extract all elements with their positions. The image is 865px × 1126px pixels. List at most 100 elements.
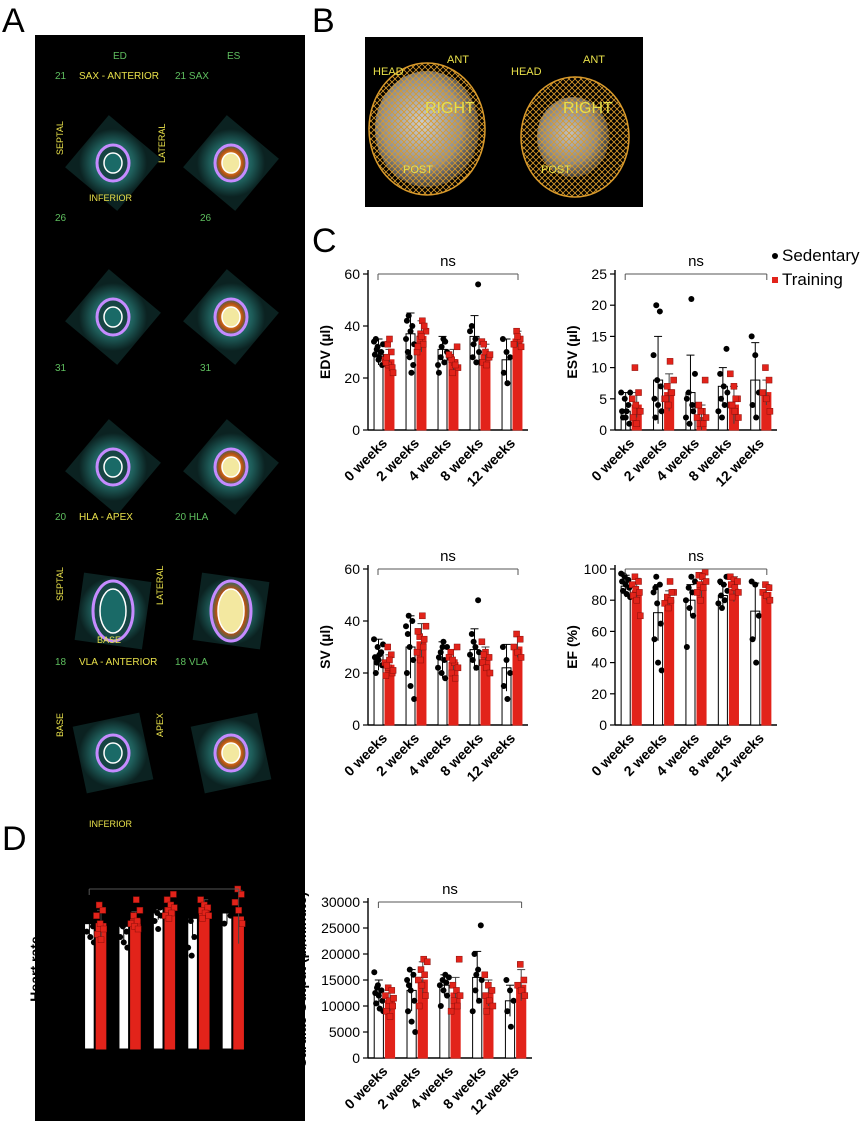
row4-rside: LATERAL <box>155 566 165 605</box>
point-sedentary <box>470 638 477 645</box>
point-sedentary <box>409 618 416 624</box>
point-training <box>238 920 246 927</box>
point-sedentary <box>444 992 451 999</box>
point-training <box>664 604 672 612</box>
point-training <box>205 912 212 919</box>
point-training <box>486 351 494 358</box>
point-sedentary <box>691 578 698 585</box>
point-training <box>420 643 427 651</box>
row1-bottom: INFERIOR <box>89 193 133 203</box>
point-training <box>383 1007 390 1015</box>
point-sedentary <box>406 644 413 650</box>
point-training <box>700 584 707 591</box>
point-training <box>485 981 492 989</box>
point-training <box>449 369 456 377</box>
point-training <box>731 408 739 415</box>
point-training <box>480 340 487 348</box>
point-training <box>448 669 455 677</box>
point-sedentary <box>116 918 123 924</box>
point-training <box>170 891 177 898</box>
point-training <box>670 376 677 384</box>
point-training <box>763 395 770 403</box>
point-training <box>516 635 524 643</box>
point-training <box>668 389 676 396</box>
point-sedentary <box>412 1029 419 1035</box>
point-training <box>134 925 142 933</box>
y-tick-label: 15 <box>591 328 607 344</box>
row5-title: VLA - ANTERIOR <box>79 657 157 668</box>
point-sedentary <box>688 573 695 580</box>
point-training <box>421 971 428 979</box>
slice-2-es <box>183 269 279 365</box>
point-sedentary <box>619 414 626 421</box>
point-training <box>455 955 463 963</box>
y-tick-label: 0 <box>599 717 607 733</box>
point-sedentary <box>124 944 131 951</box>
point-sedentary <box>503 349 510 355</box>
point-training <box>631 364 639 371</box>
point-training <box>637 612 644 620</box>
y-tick-label: 200 <box>47 988 71 1004</box>
point-training <box>629 592 637 599</box>
bar-sedentary-2 <box>685 599 696 726</box>
ns-label: ns <box>156 868 172 885</box>
point-sedentary <box>156 904 163 911</box>
point-sedentary <box>656 308 663 315</box>
point-sedentary <box>472 987 479 994</box>
y-tick-label: 400 <box>47 934 71 950</box>
point-sedentary <box>408 1018 415 1025</box>
point-training <box>235 907 242 914</box>
point-training <box>418 981 426 989</box>
bar-training-3 <box>198 909 210 1050</box>
point-training <box>485 654 493 661</box>
y-tick-label: 40 <box>344 318 360 334</box>
point-training <box>449 656 456 664</box>
point-sedentary <box>371 636 378 643</box>
point-sedentary <box>682 597 689 604</box>
point-training <box>383 353 391 361</box>
point-sedentary <box>437 1003 444 1009</box>
point-training <box>389 369 397 377</box>
point-sedentary <box>120 939 127 946</box>
panel-label-c: C <box>312 222 337 260</box>
point-training <box>386 1013 394 1020</box>
point-sedentary <box>652 414 659 421</box>
point-sedentary <box>372 336 379 342</box>
point-training <box>97 936 105 943</box>
point-training <box>99 907 107 914</box>
ns-label: ns <box>442 881 458 898</box>
point-sedentary <box>376 354 383 361</box>
point-training <box>697 596 704 604</box>
point-sedentary <box>408 369 415 376</box>
point-sedentary <box>437 649 444 656</box>
point-training <box>766 408 774 415</box>
bar-training-2 <box>164 907 176 1050</box>
point-sedentary <box>89 923 96 930</box>
point-sedentary <box>720 383 727 390</box>
point-training <box>664 401 672 409</box>
y-tick-label: 0 <box>62 1041 70 1057</box>
point-sedentary <box>227 912 234 919</box>
b-right-2: RIGHT <box>563 100 613 117</box>
point-sedentary <box>620 572 627 579</box>
point-sedentary <box>510 997 517 1004</box>
point-sedentary <box>407 987 414 994</box>
b-post-1: POST <box>403 164 433 176</box>
point-training <box>417 656 424 664</box>
point-sedentary <box>374 984 381 991</box>
point-sedentary <box>409 323 416 329</box>
point-training <box>231 899 239 906</box>
row1-rside: LATERAL <box>157 124 167 163</box>
point-sedentary <box>406 354 413 361</box>
point-sedentary <box>658 667 665 674</box>
point-sedentary <box>627 389 634 396</box>
point-sedentary <box>403 623 410 630</box>
point-sedentary <box>717 370 724 377</box>
y-tick-label: 40 <box>344 613 360 629</box>
point-sedentary <box>194 912 201 919</box>
point-sedentary <box>686 420 693 427</box>
y-tick-label: 40 <box>591 655 607 671</box>
point-training <box>450 997 458 1005</box>
point-training <box>422 992 429 999</box>
